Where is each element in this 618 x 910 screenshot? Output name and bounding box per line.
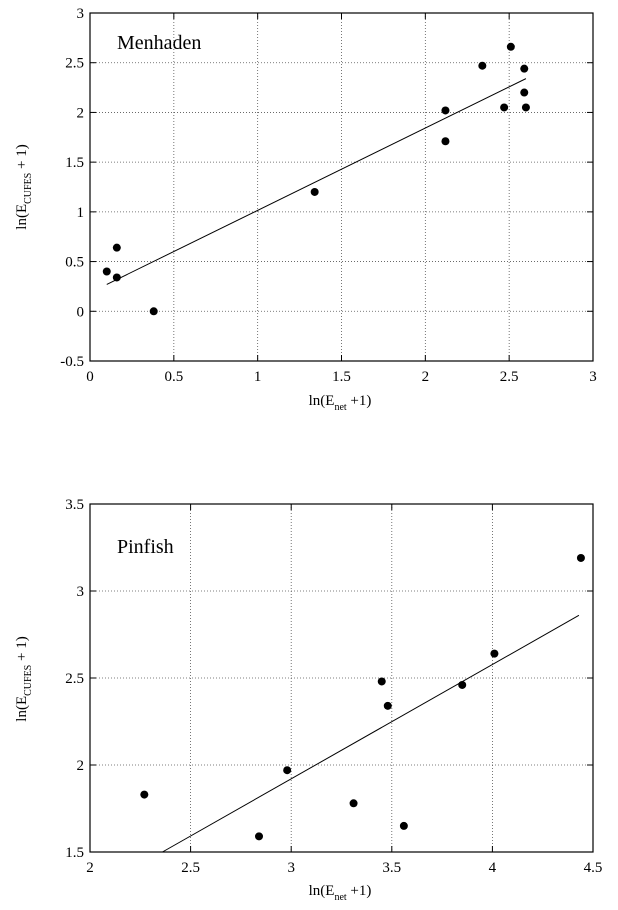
data-point — [441, 106, 450, 115]
x-tick-label: 1.5 — [332, 369, 351, 385]
data-point — [140, 790, 149, 799]
panel-label-pinfish: Pinfish — [117, 536, 174, 558]
y-tick-label: 1.5 — [65, 155, 84, 171]
x-tick-label: 3 — [589, 369, 597, 385]
regression-line — [162, 614, 580, 853]
x-tick-label: 2.5 — [500, 369, 519, 385]
x-tick-label: 4.5 — [584, 860, 603, 876]
x-tick-label: 1 — [254, 369, 262, 385]
data-point — [310, 187, 319, 196]
x-tick-label: 4 — [489, 860, 497, 876]
data-point — [520, 64, 529, 73]
data-point — [520, 88, 529, 97]
x-tick-label: 2 — [422, 369, 430, 385]
y-tick-label: 3 — [77, 6, 85, 22]
data-point — [149, 307, 158, 316]
x-axis-label-pinfish: ln(Enet +1) — [309, 883, 372, 903]
y-tick-label: 1.5 — [65, 845, 84, 861]
data-point — [102, 267, 111, 276]
y-tick-label: 2 — [77, 758, 85, 774]
y-tick-label: -0.5 — [60, 354, 84, 370]
data-point — [283, 766, 292, 775]
data-point — [458, 680, 467, 689]
data-point — [490, 649, 499, 658]
y-tick-label: 0 — [77, 304, 85, 320]
data-point — [521, 103, 530, 112]
y-tick-label: 2 — [77, 105, 85, 121]
y-tick-label: 3.5 — [65, 497, 84, 513]
y-tick-label: 3 — [77, 584, 85, 600]
y-tick-label: 2.5 — [65, 671, 84, 687]
y-tick-label: 1 — [77, 205, 85, 221]
menhaden-panel: Menhaden ln(Enet +1) ln(ECUFES + 1) 0 0.5… — [14, 6, 597, 413]
y-axis-label-pinfish: ln(ECUFES + 1) — [14, 636, 34, 721]
data-point — [478, 61, 487, 70]
data-point — [399, 821, 408, 830]
data-point — [506, 42, 515, 51]
x-tick-label: 2.5 — [181, 860, 200, 876]
y-tick-label: 2.5 — [65, 56, 84, 72]
regression-line — [106, 78, 527, 285]
x-tick-label: 0.5 — [164, 369, 183, 385]
x-tick-label: 2 — [86, 860, 94, 876]
data-point — [441, 137, 450, 146]
panel-label-menhaden: Menhaden — [117, 32, 201, 54]
y-tick-label: 0.5 — [65, 255, 84, 271]
data-point — [349, 799, 358, 808]
data-point — [383, 701, 392, 710]
x-tick-label: 3.5 — [382, 860, 401, 876]
data-point — [112, 273, 121, 282]
x-tick-label: 0 — [86, 369, 94, 385]
pinfish-panel: Pinfish ln(Enet +1) ln(ECUFES + 1) 2 2.5 3… — [14, 497, 602, 903]
data-point — [377, 677, 386, 686]
data-point — [576, 553, 585, 562]
x-tick-label: 3 — [287, 860, 295, 876]
y-axis-label-menhaden: ln(ECUFES + 1) — [14, 144, 34, 229]
x-axis-label-menhaden: ln(Enet +1) — [309, 393, 372, 413]
data-point — [112, 243, 121, 252]
data-point — [500, 103, 509, 112]
data-point — [255, 832, 264, 841]
